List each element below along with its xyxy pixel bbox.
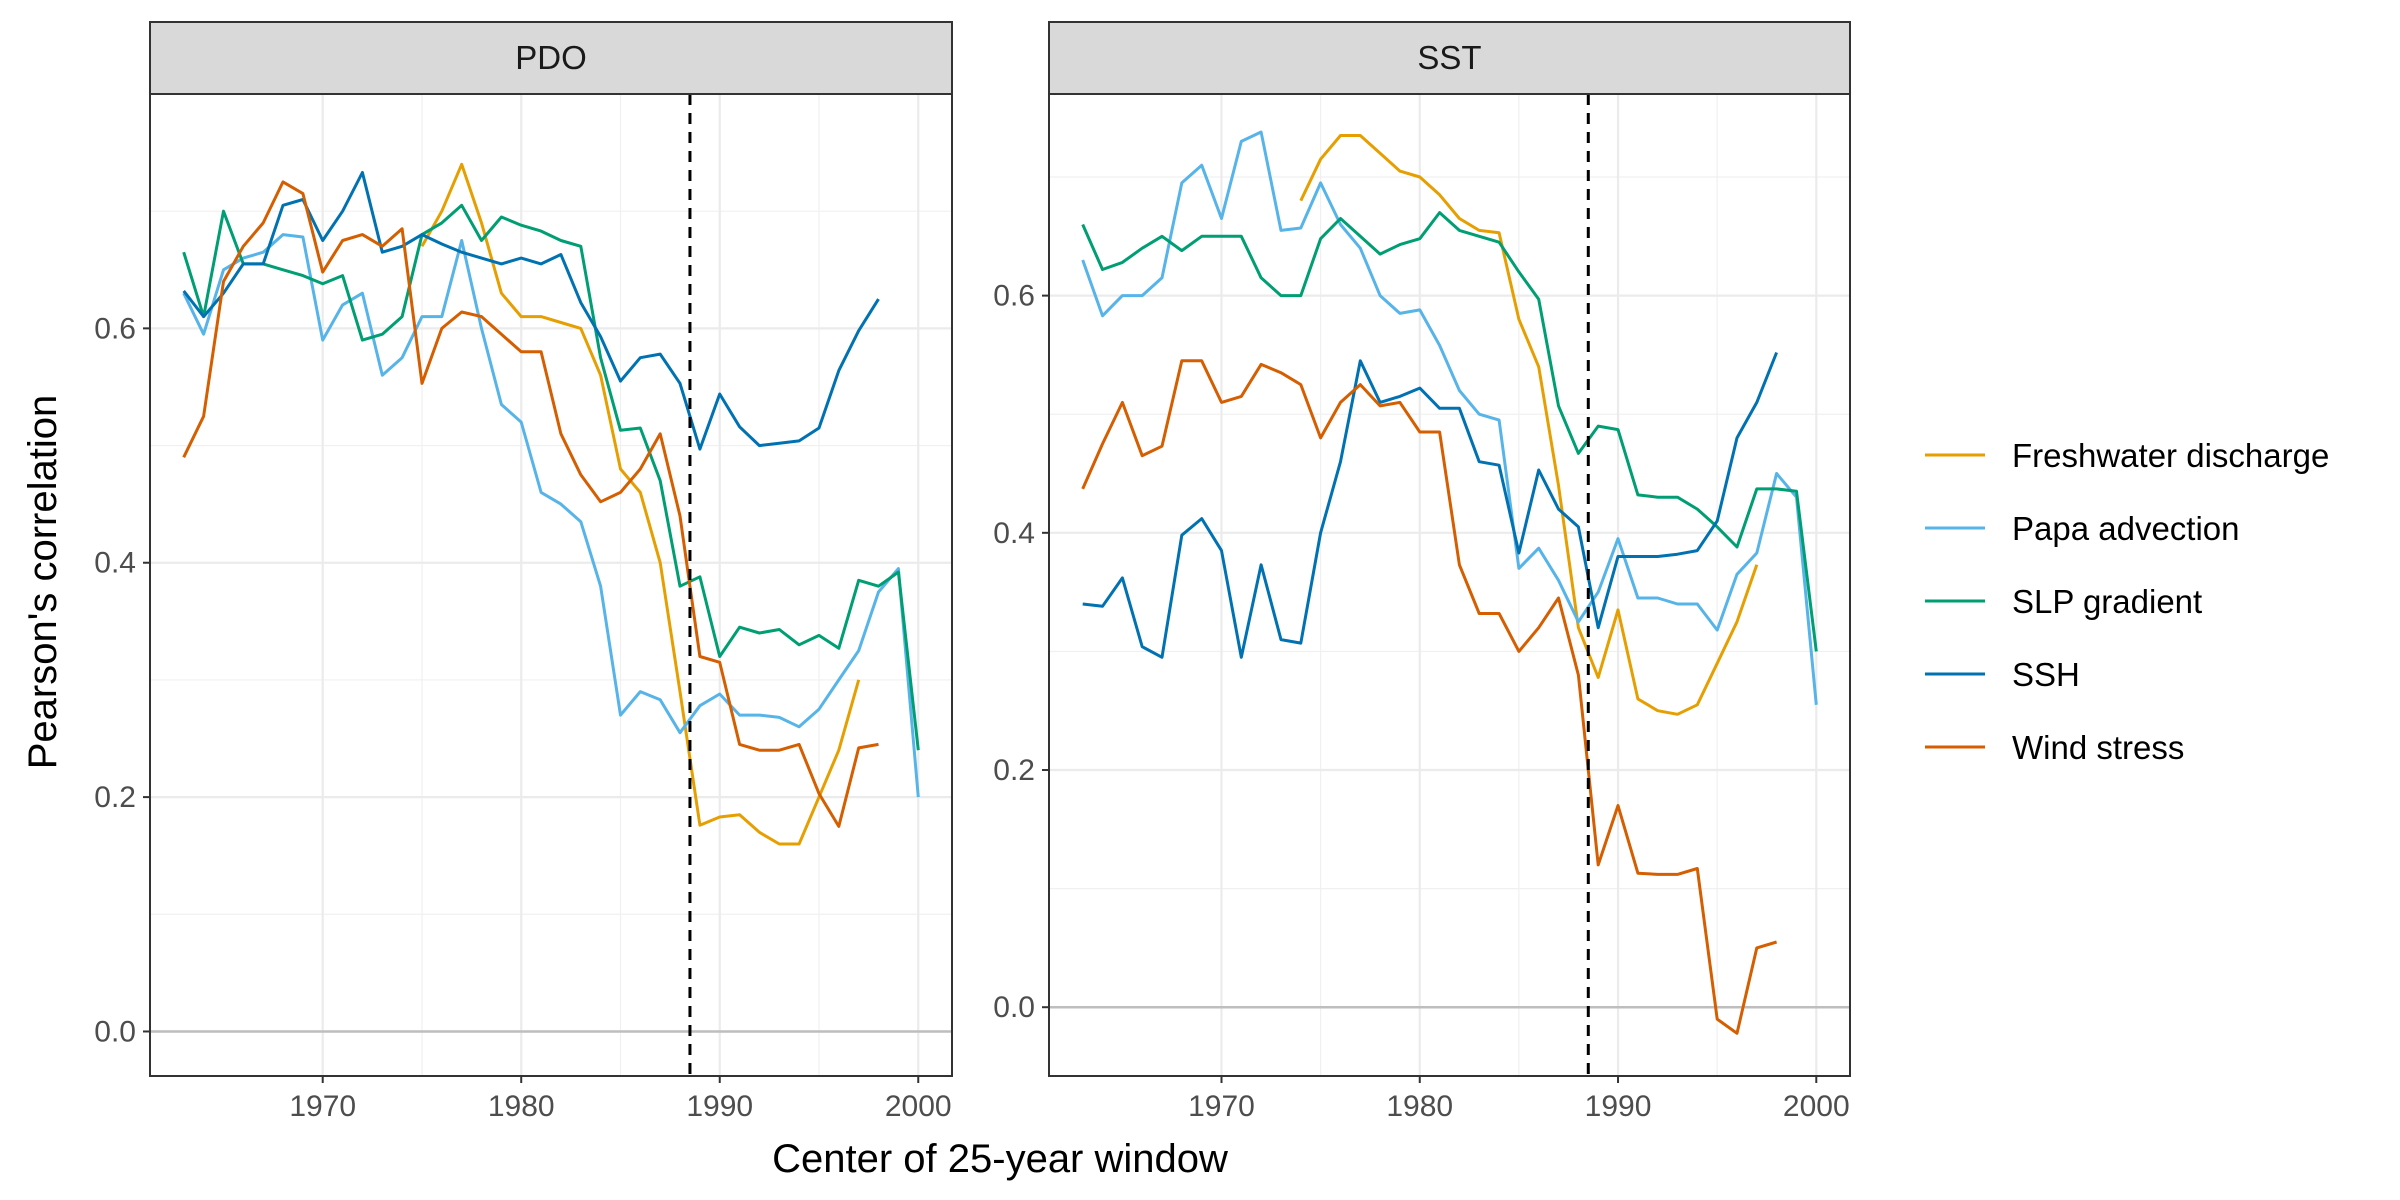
legend-label: Wind stress <box>2012 729 2184 766</box>
legend-item-ssh: SSH <box>1925 656 2080 693</box>
legend-label: Freshwater discharge <box>2012 437 2329 474</box>
y-tick-label: 0.6 <box>993 280 1035 313</box>
y-tick-label: 0.0 <box>94 1015 136 1048</box>
panel-title: SST <box>1417 39 1481 76</box>
series-line-ssh <box>182 171 880 451</box>
legend-item-wind-stress: Wind stress <box>1925 729 2184 766</box>
x-tick-label: 2000 <box>885 1090 952 1123</box>
panel-title: PDO <box>515 39 587 76</box>
y-tick-label: 0.4 <box>993 517 1035 550</box>
y-tick-label: 0.0 <box>993 991 1035 1024</box>
series-line-ssh <box>1082 351 1778 659</box>
x-tick-label: 1980 <box>1386 1090 1453 1123</box>
panels-layer: PDO 0.0 0.2 0.4 0.6 1970 1980 1990 2000 SST 0.0 0.2… <box>94 21 1851 1123</box>
y-axis: 0.0 0.2 0.4 0.6 <box>993 280 1049 1024</box>
series-line-papa-advection <box>182 233 920 798</box>
series-line-freshwater-discharge <box>1299 134 1759 716</box>
x-axis-title: Center of 25-year window <box>772 1137 1228 1181</box>
panel-strip <box>149 21 953 95</box>
y-tick-label: 0.4 <box>94 547 136 580</box>
y-axis-title: Pearson's correlation <box>21 395 65 770</box>
series-line-freshwater-discharge <box>420 162 861 846</box>
x-tick-label: 2000 <box>1783 1090 1850 1123</box>
series-line-papa-advection <box>1081 130 1818 705</box>
x-tick-label: 1990 <box>686 1090 753 1123</box>
x-tick-label: 1970 <box>1188 1090 1255 1123</box>
legend: Freshwater discharge Papa advection SLP gr… <box>1925 437 2329 766</box>
panel-border <box>1048 93 1851 1077</box>
y-tick-label: 0.2 <box>993 754 1035 787</box>
x-tick-label: 1990 <box>1585 1090 1652 1123</box>
panel-sst: SST 0.0 0.2 0.4 0.6 1970 1980 1990 2000 <box>993 21 1851 1123</box>
series-lines <box>182 162 920 846</box>
legend-item-papa-advection: Papa advection <box>1925 510 2240 547</box>
y-tick-label: 0.2 <box>94 781 136 814</box>
series-lines <box>1081 130 1818 1035</box>
y-tick-label: 0.6 <box>94 312 136 345</box>
legend-label: SSH <box>2012 656 2080 693</box>
series-line-slp-gradient <box>182 203 920 751</box>
panel-pdo: PDO 0.0 0.2 0.4 0.6 1970 1980 1990 2000 <box>94 21 953 1123</box>
plot-area <box>1049 94 1850 1076</box>
legend-item-slp-gradient: SLP gradient <box>1925 583 2202 620</box>
legend-label: Papa advection <box>2012 510 2240 547</box>
series-line-wind-stress <box>182 180 879 828</box>
x-tick-label: 1980 <box>488 1090 555 1123</box>
y-axis: 0.0 0.2 0.4 0.6 <box>94 312 150 1048</box>
panel-strip <box>1048 21 1851 95</box>
legend-item-freshwater-discharge: Freshwater discharge <box>1925 437 2329 474</box>
x-axis: 1970 1980 1990 2000 <box>289 1076 952 1123</box>
panel-border <box>149 93 953 1077</box>
x-tick-label: 1970 <box>289 1090 356 1123</box>
x-axis: 1970 1980 1990 2000 <box>1188 1076 1850 1123</box>
series-line-slp-gradient <box>1081 211 1818 652</box>
axis-titles: Center of 25-year window Pearson's corre… <box>21 395 1228 1181</box>
legend-label: SLP gradient <box>2012 583 2202 620</box>
series-line-wind-stress <box>1081 359 1778 1035</box>
